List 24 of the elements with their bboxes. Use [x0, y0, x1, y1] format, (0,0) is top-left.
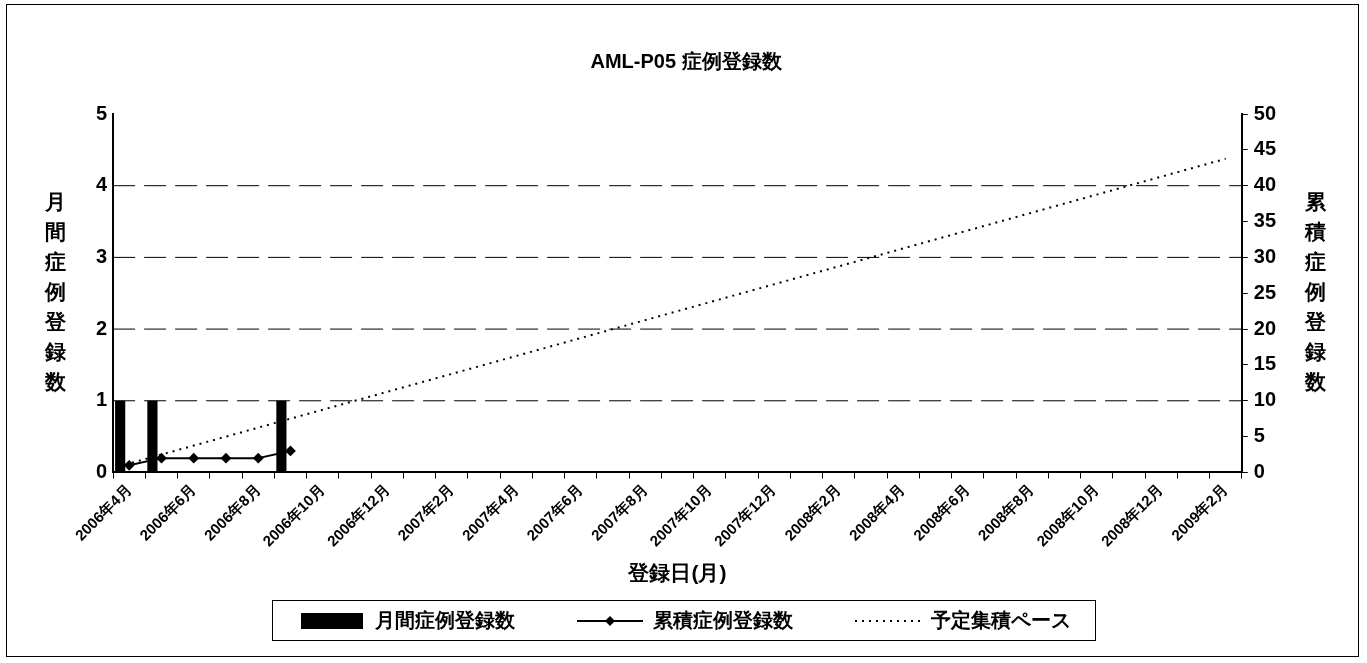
y-tick-label: 3 — [96, 244, 108, 267]
y2-tick-label: 15 — [1253, 352, 1276, 375]
legend-label: 月間症例登録数 — [374, 608, 515, 633]
y2-tick-label: 10 — [1253, 388, 1276, 411]
legend-label: 累積症例登録数 — [652, 608, 793, 633]
y-tick-label: 5 — [96, 101, 108, 124]
y2-tick-label: 20 — [1253, 316, 1276, 339]
y-tick-label: 1 — [96, 388, 108, 411]
y2-tick-label: 35 — [1253, 209, 1276, 232]
y-tick-label: 0 — [96, 459, 108, 482]
y2-tick-label: 50 — [1253, 101, 1276, 124]
y-tick-label: 4 — [96, 173, 108, 196]
y-tick-label: 2 — [96, 316, 108, 339]
y2-tick-label: 25 — [1253, 280, 1276, 303]
y-axis-title: 月間症例登録数 — [43, 190, 67, 394]
y2-tick-label: 0 — [1253, 459, 1265, 482]
y2-tick-label: 40 — [1253, 173, 1276, 196]
y2-axis-title: 累積症例登録数 — [1303, 190, 1327, 394]
y2-tick-label: 30 — [1253, 244, 1276, 267]
legend-label: 予定集積ペース — [930, 608, 1071, 633]
x-axis-title: 登録日(月) — [627, 561, 727, 585]
chart-title: AML-P05 症例登録数 — [590, 49, 783, 72]
y2-tick-label: 45 — [1253, 137, 1276, 160]
y2-tick-label: 5 — [1253, 424, 1265, 447]
